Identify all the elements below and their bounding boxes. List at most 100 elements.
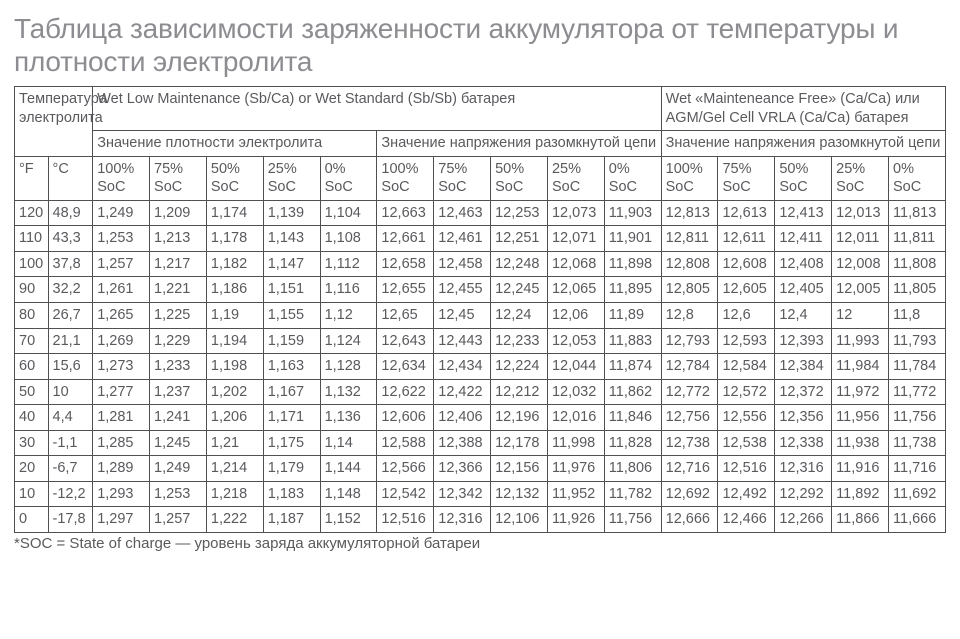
header-row-groups: Температура электролита Wet Low Maintena… bbox=[15, 87, 946, 131]
cell-ocv-a: 12,253 bbox=[491, 200, 548, 226]
header-soc-cell: 0% SoC bbox=[889, 156, 946, 200]
cell-temp-f: 40 bbox=[15, 405, 49, 431]
page-title: Таблица зависимости заряженности аккумул… bbox=[14, 12, 946, 78]
cell-ocv-a: 12,06 bbox=[547, 302, 604, 328]
table-row: 30-1,11,2851,2451,211,1751,1412,58812,38… bbox=[15, 430, 946, 456]
cell-density: 1,237 bbox=[150, 379, 207, 405]
cell-density: 1,225 bbox=[150, 302, 207, 328]
cell-density: 1,143 bbox=[263, 226, 320, 252]
header-soc-cell: 50% SoC bbox=[206, 156, 263, 200]
cell-temp-c: 15,6 bbox=[48, 354, 93, 380]
cell-density: 1,257 bbox=[93, 251, 150, 277]
cell-density: 1,269 bbox=[93, 328, 150, 354]
cell-ocv-b: 12,772 bbox=[661, 379, 718, 405]
cell-density: 1,112 bbox=[320, 251, 377, 277]
header-group-b: Wet «Mainteneance Free» (Ca/Ca) или AGM/… bbox=[661, 87, 945, 131]
cell-ocv-a: 12,065 bbox=[547, 277, 604, 303]
cell-density: 1,14 bbox=[320, 430, 377, 456]
cell-ocv-b: 12,408 bbox=[775, 251, 832, 277]
cell-ocv-a: 11,903 bbox=[604, 200, 661, 226]
cell-ocv-b: 11,772 bbox=[889, 379, 946, 405]
cell-density: 1,171 bbox=[263, 405, 320, 431]
cell-ocv-a: 12,663 bbox=[377, 200, 434, 226]
table-row: 10-12,21,2931,2531,2181,1831,14812,54212… bbox=[15, 481, 946, 507]
cell-temp-f: 30 bbox=[15, 430, 49, 456]
cell-ocv-a: 12,516 bbox=[377, 507, 434, 533]
battery-table: Температура электролита Wet Low Maintena… bbox=[14, 86, 946, 533]
cell-ocv-a: 11,998 bbox=[547, 430, 604, 456]
cell-temp-c: 43,3 bbox=[48, 226, 93, 252]
cell-ocv-b: 11,972 bbox=[832, 379, 889, 405]
cell-ocv-a: 12,233 bbox=[491, 328, 548, 354]
cell-ocv-b: 11,866 bbox=[832, 507, 889, 533]
cell-density: 1,222 bbox=[206, 507, 263, 533]
cell-ocv-b: 12,608 bbox=[718, 251, 775, 277]
cell-ocv-b: 11,956 bbox=[832, 405, 889, 431]
cell-temp-f: 90 bbox=[15, 277, 49, 303]
cell-ocv-b: 11,756 bbox=[889, 405, 946, 431]
cell-density: 1,128 bbox=[320, 354, 377, 380]
cell-density: 1,12 bbox=[320, 302, 377, 328]
cell-ocv-a: 11,846 bbox=[604, 405, 661, 431]
cell-ocv-a: 12,455 bbox=[434, 277, 491, 303]
cell-ocv-a: 12,634 bbox=[377, 354, 434, 380]
cell-ocv-a: 12,406 bbox=[434, 405, 491, 431]
cell-ocv-b: 11,716 bbox=[889, 456, 946, 482]
header-temp-label: Температура электролита bbox=[15, 87, 93, 157]
cell-density: 1,179 bbox=[263, 456, 320, 482]
cell-density: 1,285 bbox=[93, 430, 150, 456]
cell-ocv-b: 12,008 bbox=[832, 251, 889, 277]
cell-ocv-b: 12,8 bbox=[661, 302, 718, 328]
cell-ocv-a: 12,24 bbox=[491, 302, 548, 328]
cell-temp-c: 32,2 bbox=[48, 277, 93, 303]
cell-ocv-a: 12,45 bbox=[434, 302, 491, 328]
cell-ocv-a: 11,895 bbox=[604, 277, 661, 303]
cell-density: 1,217 bbox=[150, 251, 207, 277]
cell-density: 1,178 bbox=[206, 226, 263, 252]
header-soc-cell: 50% SoC bbox=[491, 156, 548, 200]
cell-temp-f: 0 bbox=[15, 507, 49, 533]
cell-density: 1,187 bbox=[263, 507, 320, 533]
cell-density: 1,183 bbox=[263, 481, 320, 507]
cell-density: 1,214 bbox=[206, 456, 263, 482]
table-row: 12048,91,2491,2091,1741,1391,10412,66312… bbox=[15, 200, 946, 226]
cell-temp-f: 70 bbox=[15, 328, 49, 354]
cell-density: 1,21 bbox=[206, 430, 263, 456]
cell-ocv-b: 11,692 bbox=[889, 481, 946, 507]
cell-density: 1,277 bbox=[93, 379, 150, 405]
cell-ocv-a: 11,883 bbox=[604, 328, 661, 354]
cell-ocv-a: 12,071 bbox=[547, 226, 604, 252]
cell-ocv-b: 11,808 bbox=[889, 251, 946, 277]
cell-density: 1,124 bbox=[320, 328, 377, 354]
cell-ocv-a: 12,463 bbox=[434, 200, 491, 226]
cell-density: 1,163 bbox=[263, 354, 320, 380]
cell-density: 1,253 bbox=[93, 226, 150, 252]
header-soc-cell: 100% SoC bbox=[377, 156, 434, 200]
cell-temp-c: 37,8 bbox=[48, 251, 93, 277]
cell-density: 1,198 bbox=[206, 354, 263, 380]
table-row: 404,41,2811,2411,2061,1711,13612,60612,4… bbox=[15, 405, 946, 431]
table-row: 20-6,71,2891,2491,2141,1791,14412,56612,… bbox=[15, 456, 946, 482]
cell-ocv-a: 12,588 bbox=[377, 430, 434, 456]
cell-ocv-a: 12,366 bbox=[434, 456, 491, 482]
header-subgroup-ocv-b: Значение напряжения разомкнутой цепи bbox=[661, 131, 945, 157]
cell-ocv-a: 11,952 bbox=[547, 481, 604, 507]
cell-ocv-a: 12,224 bbox=[491, 354, 548, 380]
cell-ocv-a: 12,434 bbox=[434, 354, 491, 380]
cell-temp-c: 10 bbox=[48, 379, 93, 405]
cell-density: 1,209 bbox=[150, 200, 207, 226]
cell-ocv-a: 11,901 bbox=[604, 226, 661, 252]
cell-density: 1,293 bbox=[93, 481, 150, 507]
cell-density: 1,104 bbox=[320, 200, 377, 226]
cell-ocv-b: 12,572 bbox=[718, 379, 775, 405]
cell-density: 1,175 bbox=[263, 430, 320, 456]
cell-ocv-b: 11,793 bbox=[889, 328, 946, 354]
cell-ocv-b: 12,356 bbox=[775, 405, 832, 431]
cell-density: 1,281 bbox=[93, 405, 150, 431]
cell-ocv-a: 12,542 bbox=[377, 481, 434, 507]
cell-density: 1,218 bbox=[206, 481, 263, 507]
cell-density: 1,139 bbox=[263, 200, 320, 226]
cell-ocv-b: 11,811 bbox=[889, 226, 946, 252]
header-soc-cell: 0% SoC bbox=[604, 156, 661, 200]
cell-ocv-a: 12,458 bbox=[434, 251, 491, 277]
